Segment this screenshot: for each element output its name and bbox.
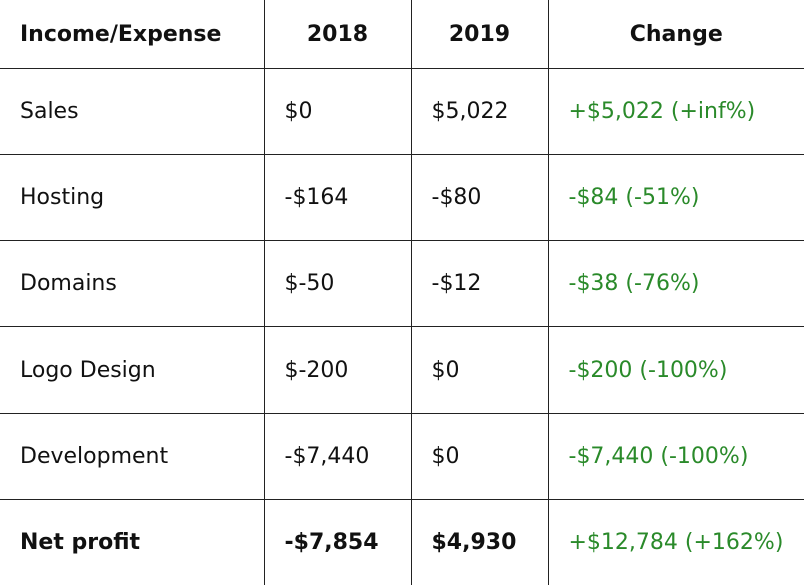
table-cell: $-50	[263, 240, 412, 328]
table-cell: $5,022	[410, 68, 549, 156]
table-cell: $4,930	[410, 498, 549, 585]
table-cell: Hosting	[0, 154, 265, 242]
table-cell: -$80	[410, 154, 549, 242]
table-cell: +$12,784 (+162%)	[547, 498, 804, 585]
table-cell: Sales	[0, 68, 265, 156]
table-row: Net profit -$7,854 $4,930 +$12,784 (+162%)	[0, 498, 804, 585]
header-cell: 2018	[263, 0, 412, 69]
table-cell: Net profit	[0, 498, 265, 585]
table-cell: -$200 (-100%)	[547, 326, 804, 414]
table-cell: $0	[263, 68, 412, 156]
header-cell: 2019	[410, 0, 549, 69]
table-cell: +$5,022 (+inf%)	[547, 68, 804, 156]
table-row: Domains $-50 -$12 -$38 (-76%)	[0, 240, 804, 328]
header-cell: Income/Expense	[0, 0, 265, 69]
table-cell: $-200	[263, 326, 412, 414]
table-row: Development -$7,440 $0 -$7,440 (-100%)	[0, 412, 804, 500]
table-row: Hosting -$164 -$80 -$84 (-51%)	[0, 154, 804, 242]
table-cell: -$164	[263, 154, 412, 242]
table-cell: -$38 (-76%)	[547, 240, 804, 328]
header-cell: Change	[547, 0, 804, 69]
table-cell: $0	[410, 326, 549, 414]
table-cell: -$12	[410, 240, 549, 328]
table-cell: $0	[410, 412, 549, 500]
table-cell: -$7,854	[263, 498, 412, 585]
table-cell: Logo Design	[0, 326, 265, 414]
table-cell: Development	[0, 412, 265, 500]
table-row: Sales $0 $5,022 +$5,022 (+inf%)	[0, 68, 804, 156]
table-cell: -$7,440 (-100%)	[547, 412, 804, 500]
header-row: Income/Expense 2018 2019 Change	[0, 0, 804, 69]
table-cell: Domains	[0, 240, 265, 328]
table-row: Logo Design $-200 $0 -$200 (-100%)	[0, 326, 804, 414]
table-cell: -$84 (-51%)	[547, 154, 804, 242]
table-cell: -$7,440	[263, 412, 412, 500]
